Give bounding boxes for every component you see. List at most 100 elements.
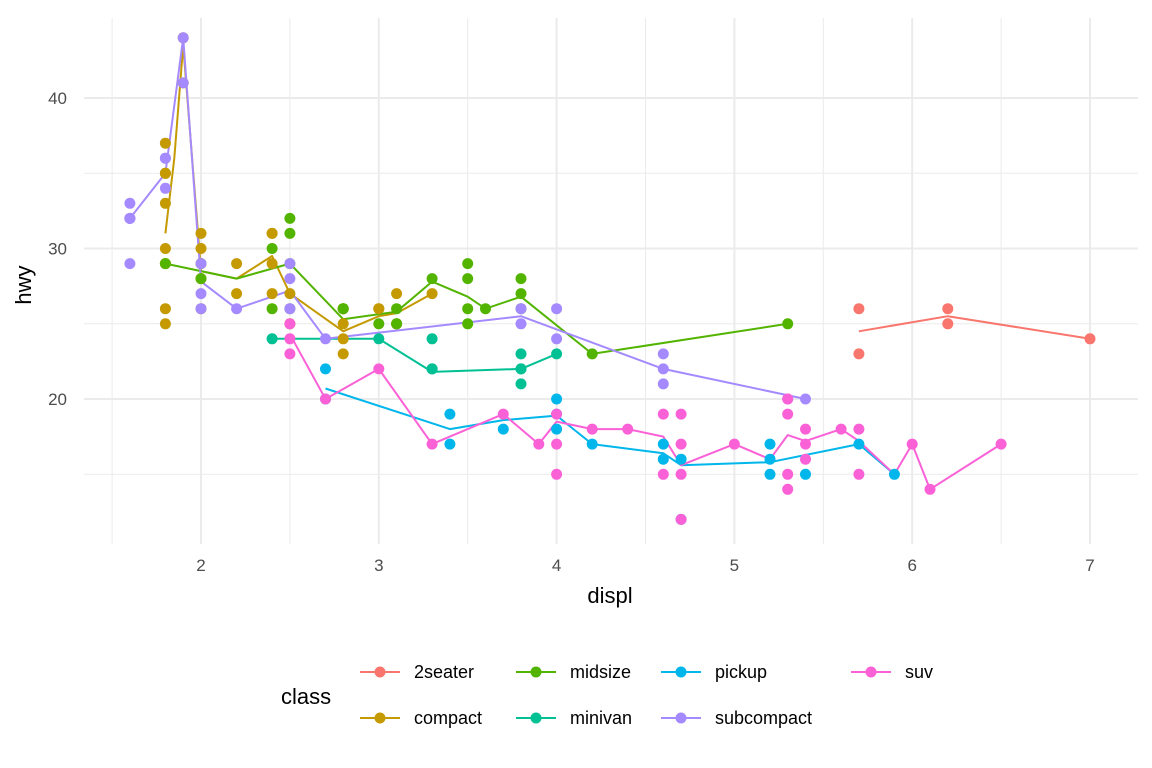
point-midsize: [284, 227, 296, 239]
point-subcompact: [657, 348, 669, 360]
point-pickup: [764, 453, 776, 465]
point-suv: [657, 408, 669, 420]
point-pickup: [675, 453, 687, 465]
point-midsize: [426, 273, 438, 285]
point-compact: [159, 303, 171, 315]
legend-key-compact: compact: [360, 708, 482, 728]
point-compact: [195, 227, 207, 239]
line-midsize: [165, 262, 788, 355]
legend-key-minivan: minivan: [516, 708, 632, 728]
legend-label: suv: [905, 662, 933, 682]
x-tick-label: 3: [374, 556, 383, 575]
point-subcompact: [177, 77, 189, 89]
line-subcompact: [129, 36, 806, 400]
point-suv: [675, 468, 687, 480]
point-minivan: [515, 348, 527, 360]
line-suv: [289, 333, 1002, 491]
legend: class 2seater compact midsize minivan pickup…: [281, 662, 933, 728]
point-suv: [853, 468, 865, 480]
legend-dot: [865, 666, 877, 678]
point-suv: [675, 438, 687, 450]
point-midsize: [195, 273, 207, 285]
legend-keys: 2seater compact midsize minivan pickup subcom…: [360, 662, 933, 728]
point-2seater: [1084, 333, 1096, 345]
point-midsize: [515, 273, 527, 285]
point-midsize: [462, 273, 474, 285]
x-axis-tick-labels: 2 3 4 5 6 7: [196, 556, 1094, 575]
y-tick-label: 20: [48, 390, 67, 409]
point-midsize: [480, 303, 491, 315]
point-compact: [159, 197, 171, 209]
legend-dot: [675, 666, 687, 678]
point-subcompact: [800, 393, 811, 405]
point-pickup: [657, 453, 669, 465]
point-pickup: [444, 408, 456, 420]
minor-gridlines: [84, 18, 1138, 544]
point-suv: [657, 468, 669, 480]
point-subcompact: [284, 303, 296, 315]
point-midsize: [391, 303, 403, 315]
point-suv: [426, 438, 438, 450]
point-subcompact: [515, 303, 527, 315]
point-suv: [782, 393, 794, 405]
point-suv: [320, 393, 331, 405]
point-midsize: [462, 258, 474, 270]
point-minivan: [426, 363, 438, 375]
y-axis-title: hwy: [11, 265, 36, 304]
point-minivan: [373, 333, 385, 345]
point-pickup: [497, 423, 509, 435]
point-suv: [782, 408, 794, 420]
point-midsize: [391, 318, 403, 330]
y-axis-tick-labels: 20 30 40: [48, 89, 67, 409]
legend-key-subcompact: subcompact: [661, 708, 812, 728]
point-suv: [800, 438, 811, 450]
legend-key-pickup: pickup: [661, 662, 767, 682]
point-midsize: [586, 348, 598, 360]
point-subcompact: [551, 303, 563, 315]
point-suv: [835, 423, 847, 435]
point-suv: [675, 513, 687, 525]
point-subcompact: [515, 318, 527, 330]
point-midsize: [462, 303, 474, 315]
point-midsize: [782, 318, 794, 330]
point-pickup: [764, 438, 776, 450]
legend-label: pickup: [715, 662, 767, 682]
point-suv: [551, 438, 563, 450]
point-suv: [586, 423, 598, 435]
x-tick-label: 7: [1085, 556, 1094, 575]
point-minivan: [515, 378, 527, 390]
legend-key-midsize: midsize: [516, 662, 631, 682]
point-pickup: [800, 468, 811, 480]
point-compact: [266, 288, 278, 300]
legend-dot: [675, 712, 687, 724]
legend-label: subcompact: [715, 708, 812, 728]
point-subcompact: [195, 288, 207, 300]
point-compact: [426, 288, 438, 300]
legend-label: midsize: [570, 662, 631, 682]
line-2seater: [858, 315, 1091, 340]
point-midsize: [284, 212, 296, 224]
point-compact: [231, 288, 243, 300]
point-subcompact: [124, 258, 136, 270]
x-tick-label: 4: [552, 556, 561, 575]
point-subcompact: [320, 333, 331, 345]
point-compact: [195, 243, 207, 254]
point-subcompact: [159, 152, 171, 164]
point-suv: [800, 453, 811, 465]
point-suv: [782, 468, 794, 480]
point-subcompact: [177, 32, 189, 44]
point-subcompact: [231, 303, 243, 315]
legend-dot: [374, 712, 386, 724]
legend-dot: [374, 666, 386, 678]
point-suv: [551, 408, 563, 420]
point-compact: [159, 137, 171, 149]
y-tick-label: 40: [48, 89, 67, 108]
point-suv: [995, 438, 1007, 450]
point-suv: [675, 408, 687, 420]
line-minivan: [272, 337, 557, 373]
point-subcompact: [195, 303, 207, 315]
point-subcompact: [284, 273, 296, 285]
point-2seater: [942, 318, 954, 330]
x-tick-label: 6: [907, 556, 916, 575]
